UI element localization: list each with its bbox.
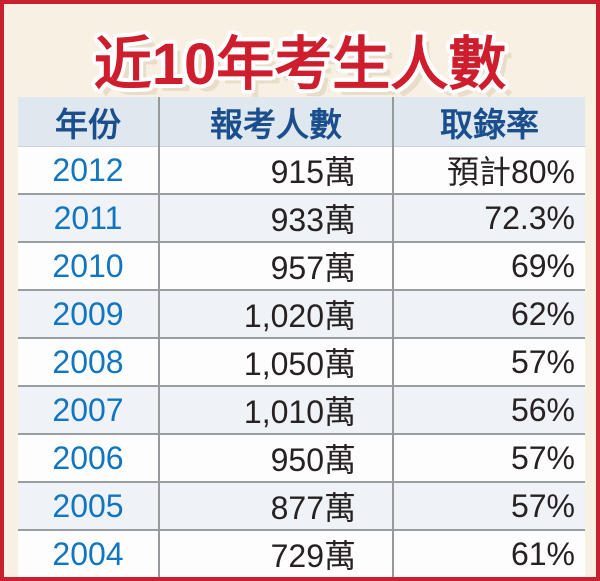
applicants-cell: 729萬 <box>159 530 394 577</box>
year-cell: 2011 <box>18 194 160 242</box>
table-row: 2007 1,010萬 56% <box>18 386 585 434</box>
rate-cell: 57% <box>510 487 575 524</box>
year-cell: 2010 <box>18 242 160 290</box>
applicants-cell: 915萬 <box>159 146 394 194</box>
year-cell: 2005 <box>18 482 160 530</box>
rate-cell: 69% <box>510 247 575 284</box>
year-cell: 2006 <box>18 434 160 482</box>
column-header-year: 年份 <box>18 97 160 147</box>
header-row: 年份 報考人數 取錄率 <box>18 97 585 147</box>
applicants-cell: 1,010萬 <box>159 386 394 434</box>
rate-cell: 57% <box>510 439 575 476</box>
year-cell: 2012 <box>18 146 160 194</box>
year-cell: 2008 <box>18 338 160 386</box>
rate-cell: 57% <box>510 343 575 380</box>
page-title: 近10年考生人數 <box>93 32 507 97</box>
table-row: 2010 957萬 69% <box>18 242 585 290</box>
column-header-applicants: 報考人數 <box>159 97 394 147</box>
rate-cell: 72.3% <box>484 199 575 236</box>
table-row: 2012 915萬 預計80% <box>18 146 585 194</box>
rate-cell: 預計80% <box>446 154 575 190</box>
rate-cell: 56% <box>510 391 575 428</box>
rate-cell: 61% <box>510 535 575 572</box>
applicants-cell: 957萬 <box>159 242 394 290</box>
rate-cell: 62% <box>510 295 575 332</box>
applicants-cell: 950萬 <box>159 434 394 482</box>
applicants-cell: 933萬 <box>159 194 394 242</box>
applicants-cell: 877萬 <box>159 482 394 530</box>
table-row: 2009 1,020萬 62% <box>18 290 585 338</box>
table-row: 2006 950萬 57% <box>18 434 585 482</box>
table-row: 2005 877萬 57% <box>18 482 585 530</box>
table-row: 2004 729萬 61% <box>18 530 585 577</box>
column-header-rate: 取錄率 <box>393 97 585 147</box>
applicants-cell: 1,020萬 <box>159 290 394 338</box>
table-row: 2008 1,050萬 57% <box>18 338 585 386</box>
table-row: 2011 933萬 72.3% <box>18 194 585 242</box>
year-cell: 2004 <box>18 530 160 577</box>
year-cell: 2009 <box>18 290 160 338</box>
year-cell: 2007 <box>18 386 160 434</box>
data-table: 年份 報考人數 取錄率 2012 915萬 預計80% 2011 933萬 72… <box>18 97 585 577</box>
applicants-cell: 1,050萬 <box>159 338 394 386</box>
